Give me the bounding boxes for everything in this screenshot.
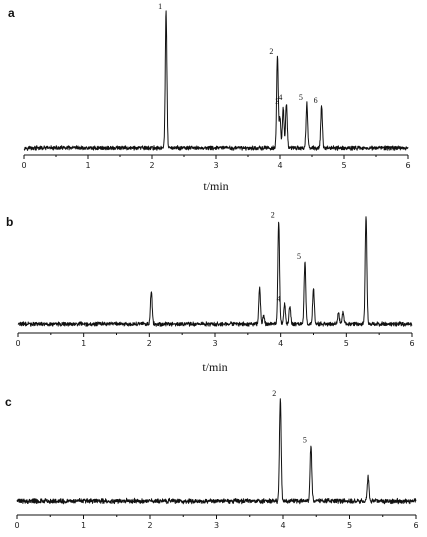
peak-label-2: 2	[271, 210, 275, 219]
chromatogram-panel-c: c 2 5 0 1 2 3 4 5 6	[5, 389, 419, 530]
peak-label-5: 5	[299, 93, 303, 102]
x-tick-label: 1	[81, 521, 86, 530]
x-tick-label: 3	[213, 161, 218, 170]
x-tick-label: 0	[15, 339, 20, 348]
chromatogram-panel-a: a 123 4 5 60 1 2 3 4 5 6t/min	[8, 2, 411, 193]
chromatogram-panel-b: b 2 4 5 0 1 2 3 4 5 6 t/min	[6, 210, 415, 374]
x-tick-label: 6	[409, 339, 414, 348]
peak-label-4: 4	[278, 93, 282, 102]
x-axis-title: t/min	[202, 360, 227, 374]
panel-label: a	[8, 6, 15, 20]
x-tick-label: 4	[278, 339, 283, 348]
peak-label-2: 2	[269, 47, 273, 56]
peak-label-1: 1	[158, 2, 162, 11]
chromatogram-trace	[23, 10, 409, 151]
x-tick-label: 1	[85, 161, 90, 170]
peak-label-2: 2	[272, 389, 276, 398]
x-tick-label: 1	[81, 339, 86, 348]
chromatogram-trace	[17, 216, 413, 327]
peak-label-5: 5	[303, 435, 307, 444]
x-tick-label: 2	[147, 521, 152, 530]
x-tick-label: 5	[344, 339, 349, 348]
x-axis-title: t/min	[203, 179, 228, 193]
x-tick-label: 5	[341, 161, 346, 170]
x-tick-label: 4	[280, 521, 285, 530]
x-tick-label: 0	[21, 161, 26, 170]
x-tick-label: 3	[214, 521, 219, 530]
x-tick-label: 2	[149, 161, 154, 170]
peak-label-4: 4	[277, 294, 281, 303]
panel-label: b	[6, 215, 13, 229]
panel-label: c	[5, 395, 12, 409]
peak-label-3: 3	[275, 97, 279, 106]
x-tick-label: 3	[212, 339, 217, 348]
x-tick-label: 6	[413, 521, 418, 530]
x-tick-label: 6	[405, 161, 410, 170]
x-tick-label: 4	[277, 161, 282, 170]
peak-label-6: 6	[314, 96, 318, 105]
x-tick-label: 0	[14, 521, 19, 530]
x-tick-label: 5	[347, 521, 352, 530]
x-tick-label: 2	[147, 339, 152, 348]
peak-label-5: 5	[297, 252, 301, 261]
chromatogram-trace	[16, 398, 417, 505]
